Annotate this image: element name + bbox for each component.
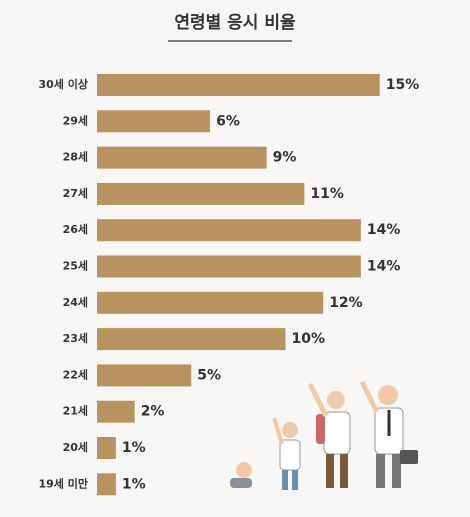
- value-label: 12%: [329, 295, 363, 311]
- y-tick-label: 30세 이상: [39, 77, 89, 91]
- y-tick-label: 23세: [63, 331, 88, 345]
- y-tick-label: 21세: [63, 404, 88, 418]
- y-tick-label: 24세: [63, 295, 88, 309]
- bar: [97, 146, 267, 169]
- value-label: 15%: [386, 77, 420, 93]
- value-label: 1%: [122, 440, 146, 456]
- value-label: 14%: [367, 222, 401, 238]
- illustration: [230, 380, 418, 490]
- y-tick-label: 28세: [63, 150, 88, 164]
- y-tick-label: 27세: [63, 186, 88, 200]
- value-label: 6%: [216, 113, 240, 129]
- value-label: 14%: [367, 259, 401, 275]
- value-label: 10%: [292, 331, 326, 347]
- value-label: 5%: [197, 367, 221, 383]
- bar: [97, 473, 116, 496]
- y-tick-label: 19세 미만: [39, 476, 89, 490]
- y-tick-label: 29세: [63, 113, 88, 127]
- bar: [97, 219, 361, 242]
- value-label: 9%: [273, 150, 297, 166]
- y-tick-label: 20세: [63, 440, 88, 454]
- bar: [97, 364, 192, 387]
- bar: [97, 110, 211, 133]
- bar: [97, 400, 135, 423]
- bar: [97, 437, 116, 459]
- bar: [97, 255, 361, 278]
- chart-title: 연령별 응시 비율: [174, 12, 296, 33]
- value-label: 1%: [122, 476, 146, 492]
- y-tick-label: 22세: [63, 367, 88, 381]
- bar: [97, 182, 305, 205]
- bar: [97, 74, 380, 96]
- y-tick-label: 26세: [63, 222, 88, 236]
- bar: [97, 291, 324, 314]
- value-label: 2%: [141, 404, 165, 420]
- value-label: 11%: [310, 186, 344, 202]
- bar: [97, 328, 286, 351]
- y-tick-label: 25세: [63, 259, 88, 273]
